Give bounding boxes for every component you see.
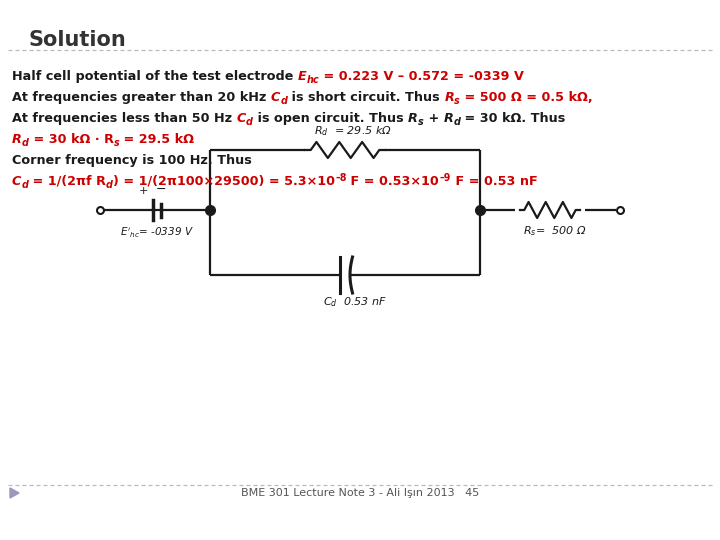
Text: C: C (12, 175, 22, 188)
Text: –9: –9 (439, 173, 451, 183)
Text: is short circuit. Thus: is short circuit. Thus (287, 91, 444, 104)
Text: F = 0.53×10: F = 0.53×10 (346, 175, 439, 188)
Text: +: + (138, 186, 148, 196)
Text: = 500 Ω = 0.5 kΩ,: = 500 Ω = 0.5 kΩ, (460, 91, 593, 104)
Text: –8: –8 (335, 173, 346, 183)
Text: = 29.5 kΩ: = 29.5 kΩ (120, 133, 194, 146)
Text: s: s (418, 117, 423, 127)
Text: F = 0.53 nF: F = 0.53 nF (451, 175, 537, 188)
Text: E: E (298, 70, 307, 83)
Text: R: R (444, 112, 454, 125)
Text: $R_d$  = 29.5 kΩ: $R_d$ = 29.5 kΩ (314, 124, 392, 138)
Text: $C_d$  0.53 nF: $C_d$ 0.53 nF (323, 295, 387, 309)
Text: C: C (237, 112, 246, 125)
Text: hc: hc (307, 75, 319, 85)
Text: Half cell potential of the test electrode: Half cell potential of the test electrod… (12, 70, 298, 83)
Text: ) = 1/(2π100×29500) = 5.3×10: ) = 1/(2π100×29500) = 5.3×10 (113, 175, 335, 188)
Text: BME 301 Lecture Note 3 - Ali Işın 2013   45: BME 301 Lecture Note 3 - Ali Işın 2013 4… (241, 488, 479, 498)
Text: s: s (454, 96, 460, 106)
Text: is open circuit. Thus: is open circuit. Thus (253, 112, 408, 125)
Text: $E'_{hc}$= -0339 V: $E'_{hc}$= -0339 V (120, 226, 194, 240)
Text: R: R (444, 91, 454, 104)
Text: Corner frequency is 100 Hz. Thus: Corner frequency is 100 Hz. Thus (12, 154, 252, 167)
Text: Solution: Solution (28, 30, 126, 50)
Text: R: R (408, 112, 418, 125)
Text: = 1/(2πf R: = 1/(2πf R (28, 175, 106, 188)
Text: d: d (454, 117, 460, 127)
Text: d: d (22, 138, 29, 148)
Text: = 30 kΩ · R: = 30 kΩ · R (29, 133, 114, 146)
Text: At frequencies greater than 20 kHz: At frequencies greater than 20 kHz (12, 91, 271, 104)
Text: s: s (114, 138, 120, 148)
Text: = 0.223 V – 0.572 = -0339 V: = 0.223 V – 0.572 = -0339 V (319, 70, 524, 83)
Text: $R_s$=  500 Ω: $R_s$= 500 Ω (523, 224, 587, 238)
Text: R: R (12, 133, 22, 146)
Text: +: + (423, 112, 444, 125)
Text: d: d (280, 96, 287, 106)
Text: d: d (246, 117, 253, 127)
Text: C: C (271, 91, 280, 104)
Polygon shape (10, 488, 19, 498)
Text: At frequencies less than 50 Hz: At frequencies less than 50 Hz (12, 112, 237, 125)
Text: d: d (22, 180, 28, 190)
Text: = 30 kΩ. Thus: = 30 kΩ. Thus (460, 112, 565, 125)
Text: d: d (106, 180, 113, 190)
Text: −: − (156, 183, 166, 196)
